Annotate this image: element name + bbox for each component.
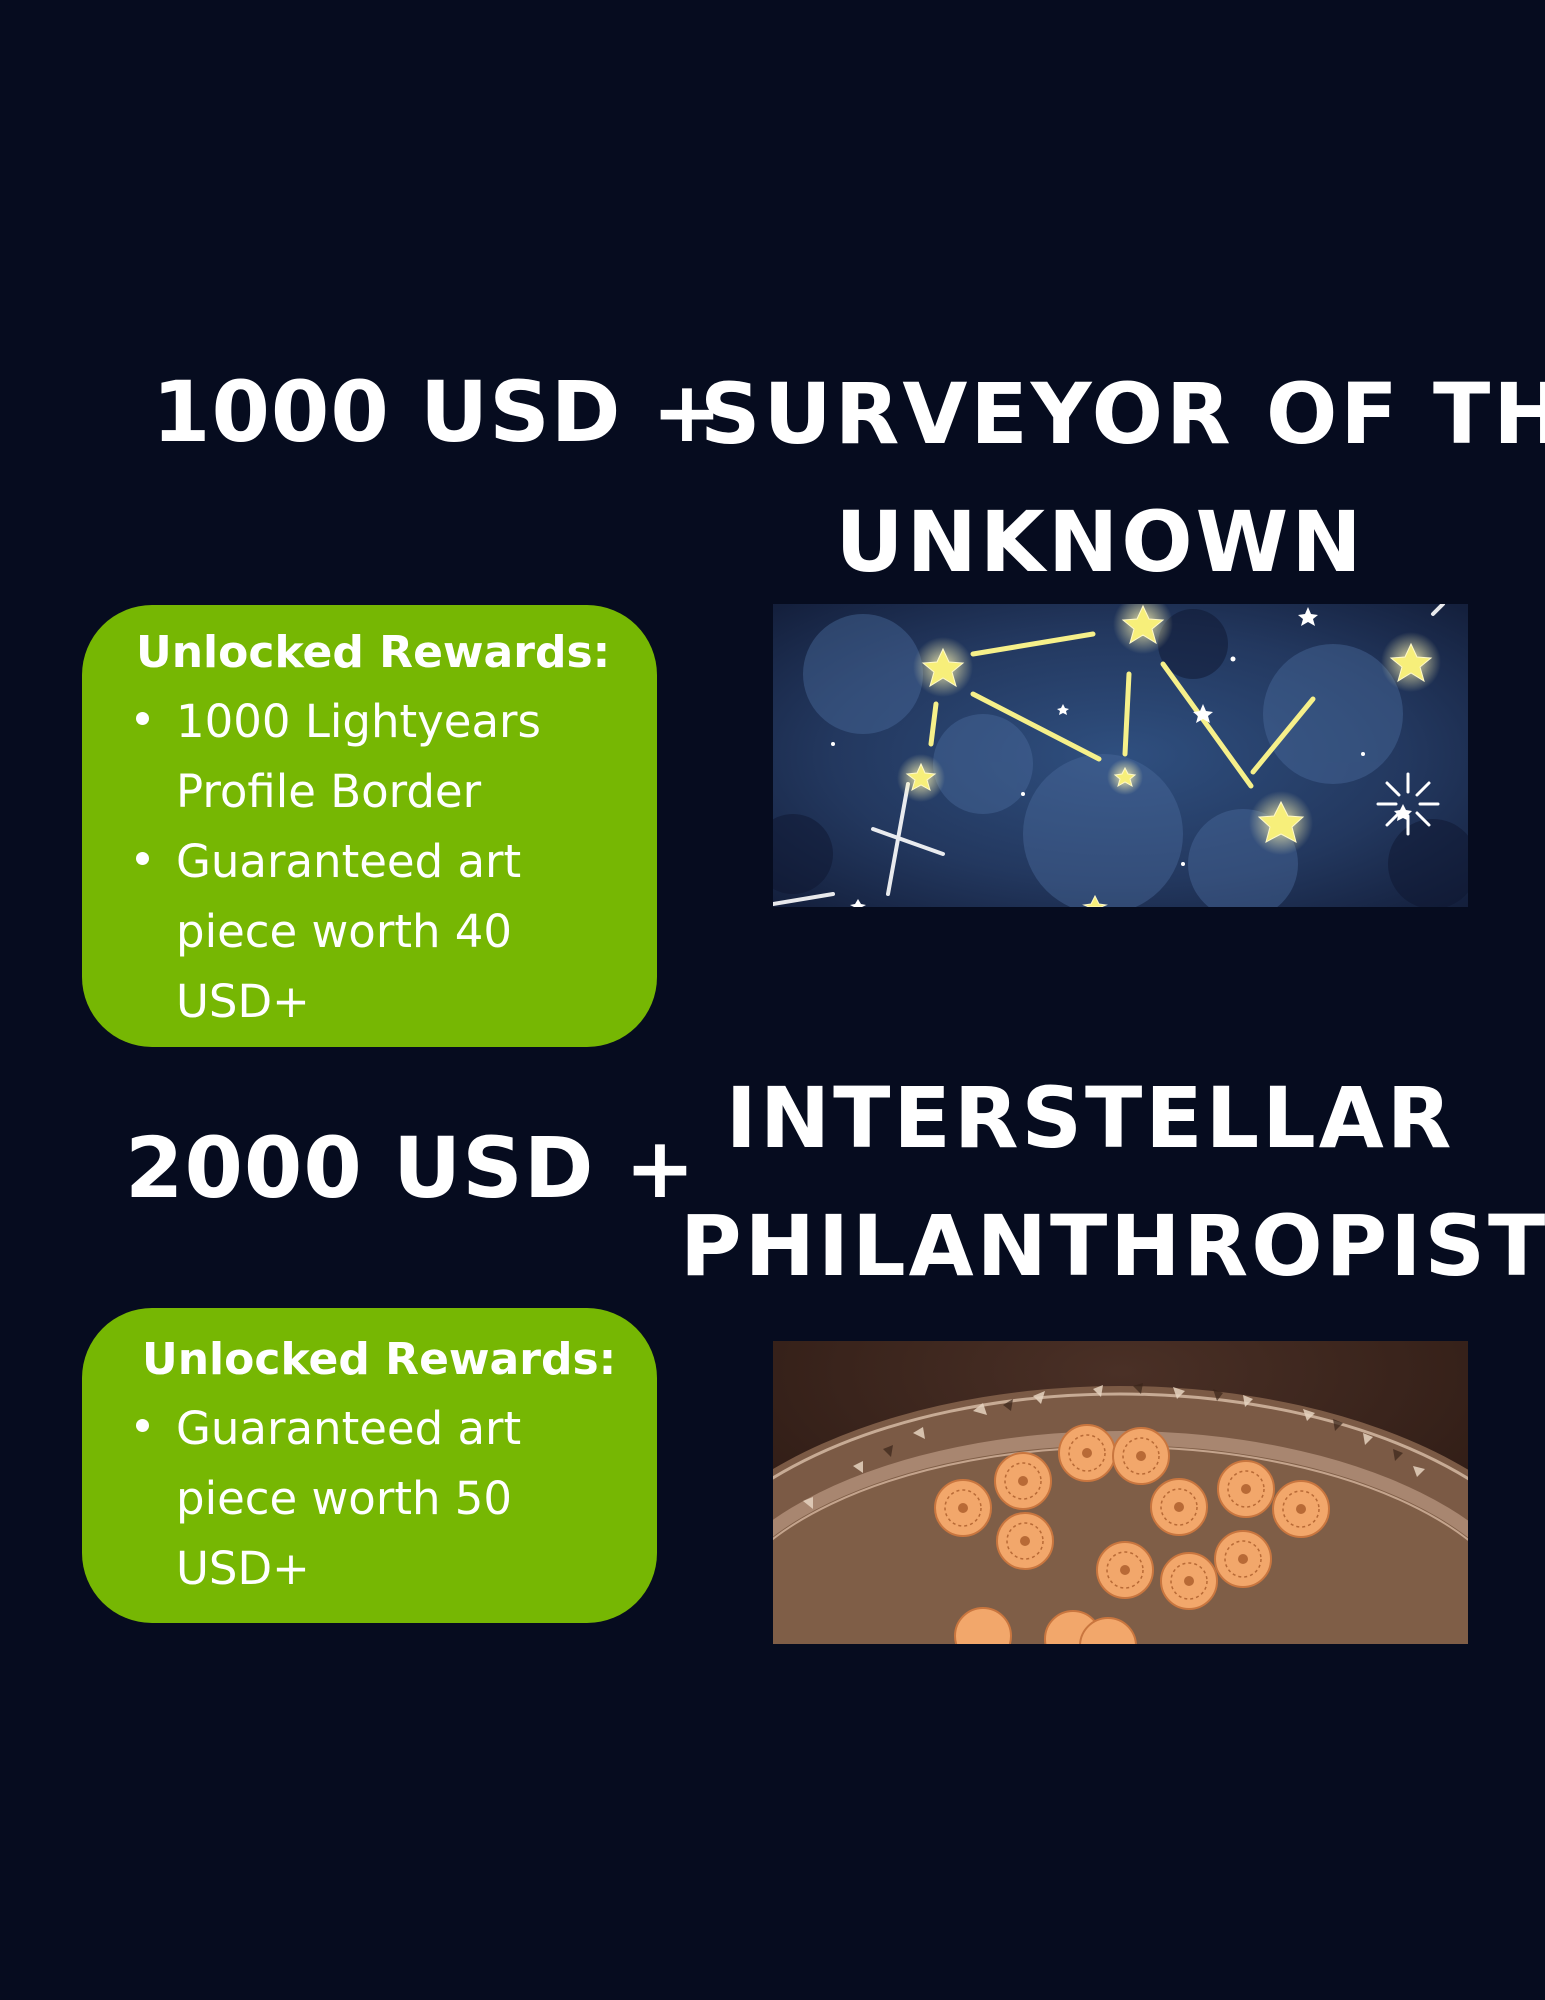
bullet-icon bbox=[136, 1419, 149, 1432]
reward-line: Guaranteed art bbox=[176, 835, 522, 888]
tier-2-price: 2000 USD + bbox=[125, 1119, 697, 1217]
tier-1-title-line-1: SURVEYOR OF THE bbox=[700, 365, 1545, 463]
reward-line: piece worth 40 bbox=[176, 905, 513, 958]
tier-1-title-line-2: UNKNOWN bbox=[835, 493, 1365, 591]
bullet-icon bbox=[136, 852, 149, 865]
tier-1-title: SURVEYOR OF THE UNKNOWN bbox=[700, 350, 1545, 606]
list-item: Guaranteed art piece worth 40 USD+ bbox=[136, 827, 541, 1037]
bullet-icon bbox=[136, 712, 149, 725]
tier-2-rewards-box: Unlocked Rewards: Guaranteed art piece w… bbox=[82, 1308, 657, 1623]
list-item: Guaranteed art piece worth 50 USD+ bbox=[136, 1394, 522, 1604]
tier-2-rewards-list: Guaranteed art piece worth 50 USD+ bbox=[136, 1394, 522, 1604]
tier-1-rewards-box: Unlocked Rewards: 1000 Lightyears Profil… bbox=[82, 605, 657, 1047]
tier-2-title-line-2: PHILANTHROPIST bbox=[680, 1197, 1545, 1295]
reward-line: USD+ bbox=[176, 975, 310, 1028]
tier-2-rewards-heading: Unlocked Rewards: bbox=[142, 1334, 617, 1385]
tier-2-title-line-1: INTERSTELLAR bbox=[725, 1069, 1455, 1167]
constellation-image bbox=[773, 604, 1468, 907]
reward-line: Guaranteed art bbox=[176, 1402, 522, 1455]
tier-1-rewards-heading: Unlocked Rewards: bbox=[136, 627, 611, 678]
bowl-of-coins-image bbox=[773, 1341, 1468, 1644]
bowl-of-coins-illustration bbox=[773, 1341, 1468, 1644]
reward-line: piece worth 50 bbox=[176, 1472, 513, 1525]
tier-1-rewards-list: 1000 Lightyears Profile Border Guarantee… bbox=[136, 687, 541, 1037]
reward-line: Profile Border bbox=[176, 765, 482, 818]
reward-line: USD+ bbox=[176, 1542, 310, 1595]
reward-line: 1000 Lightyears bbox=[176, 695, 541, 748]
tier-1-price: 1000 USD + bbox=[152, 363, 724, 461]
list-item: 1000 Lightyears Profile Border bbox=[136, 687, 541, 827]
tier-2-title: INTERSTELLAR PHILANTHROPIST bbox=[680, 1054, 1545, 1310]
constellation-illustration bbox=[773, 604, 1468, 907]
